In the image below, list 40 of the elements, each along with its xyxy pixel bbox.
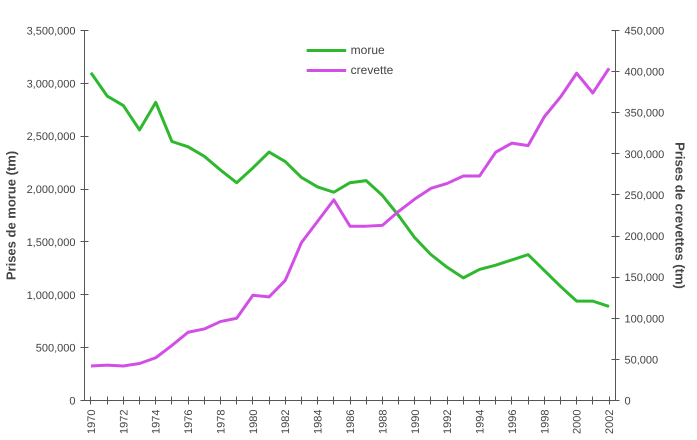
x-tick-label: 1998: [539, 409, 552, 434]
y2-axis-title: Prises de crevettes (tm): [672, 142, 688, 289]
legend-label: crevette: [350, 63, 394, 77]
y-tick-label: 2,000,000: [26, 184, 76, 196]
x-tick-label: 1990: [410, 409, 422, 434]
legend-label: morue: [350, 43, 385, 57]
x-tick-label: 1978: [215, 409, 228, 434]
y-tick-label: 1,500,000: [26, 236, 76, 249]
x-tick-label: 1984: [312, 409, 325, 434]
x-tick-label: 1992: [442, 409, 454, 434]
y2-tick-label: 0: [624, 396, 631, 408]
line-series: [89, 66, 611, 368]
y2-tick-label: 150,000: [624, 272, 664, 284]
y2-tick-label: 50,000: [624, 354, 658, 366]
y-tick-label: 500,000: [36, 342, 76, 355]
y-tick-label: 1,000,000: [26, 290, 76, 302]
x-tick-label: 1996: [506, 409, 519, 434]
x-tick-label: 1986: [345, 409, 357, 434]
x-tick-label: 1988: [377, 409, 390, 434]
y2-tick-label: 100,000: [624, 313, 664, 326]
y2-tick-label: 200,000: [624, 231, 664, 244]
x-tick-label: 2002: [604, 409, 616, 434]
y2-tick-label: 350,000: [624, 108, 664, 120]
x-tick-label: 1982: [280, 409, 292, 434]
y-axis-title: Prises de morue (tm): [4, 150, 19, 280]
y2-tick-label: 300,000: [624, 148, 664, 161]
y2-tick-label: 450,000: [624, 26, 664, 38]
y-tick-label: 3,000,000: [26, 78, 76, 90]
x-tick-label: 1980: [248, 409, 260, 434]
y-tick-label: 3,500,000: [26, 26, 76, 38]
y-tick-label: 2,500,000: [26, 131, 76, 144]
x-tick-label: 1974: [150, 409, 163, 434]
y-tick-label: 0: [69, 396, 76, 408]
x-tick-label: 1976: [183, 409, 196, 434]
y2-tick-label: 400,000: [624, 66, 664, 79]
x-tick-label: 1970: [86, 409, 98, 434]
x-tick-label: 2000: [572, 409, 584, 434]
y2-tick-label: 250,000: [624, 190, 664, 202]
x-tick-label: 1994: [474, 409, 487, 434]
x-tick-label: 1972: [118, 409, 130, 434]
